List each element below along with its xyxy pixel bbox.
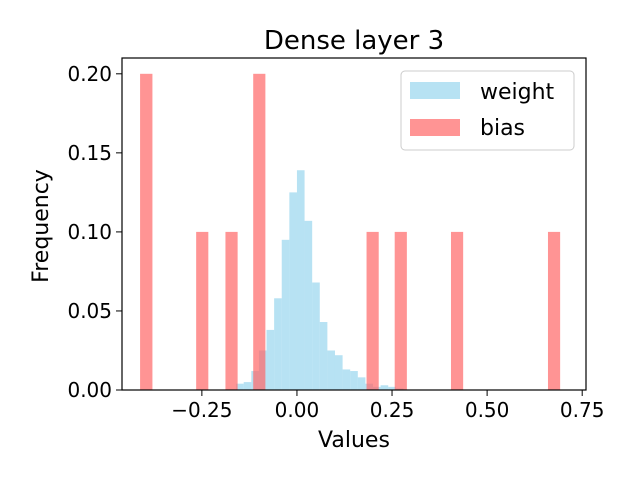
weight-bar-9 [304, 220, 313, 390]
y-tick-label-0: 0.00 [67, 378, 112, 402]
bias-bar-1 [196, 231, 209, 390]
y-tick-label-2: 0.10 [67, 220, 112, 244]
x-axis-ticks: −0.25 0.00 0.25 0.50 0.75 [171, 390, 604, 422]
weight-bar-1 [243, 382, 252, 390]
x-axis-label: Values [318, 428, 390, 453]
bias-bar-2 [225, 231, 238, 390]
weight-bar-19 [380, 385, 389, 390]
weight-bar-20 [388, 386, 396, 390]
y-axis-ticks: 0.00 0.05 0.10 0.15 0.20 [67, 62, 122, 402]
weight-bar-0 [236, 383, 244, 390]
weight-bar-4 [266, 329, 275, 390]
bias-bar-0 [140, 73, 153, 390]
x-tick-label-3: 0.50 [465, 398, 510, 422]
legend-swatch-bias [410, 119, 460, 136]
weight-bar-8 [296, 170, 305, 390]
x-tick-label-0: −0.25 [171, 398, 232, 422]
weight-bar-15 [350, 371, 358, 390]
legend-label-bias: bias [480, 116, 525, 141]
bias-bar-3 [253, 73, 266, 390]
x-tick-label-4: 0.75 [560, 398, 605, 422]
bias-bar-4 [366, 231, 379, 390]
y-tick-label-3: 0.15 [67, 141, 112, 165]
legend-label-weight: weight [480, 80, 555, 105]
bias-bar-7 [547, 231, 561, 390]
y-tick-label-4: 0.20 [67, 62, 112, 86]
bias-bar-5 [394, 231, 407, 390]
x-tick-label-1: 0.00 [275, 398, 320, 422]
weight-bar-5 [274, 298, 282, 390]
y-axis-label: Frequency [29, 169, 54, 283]
weight-bar-11 [319, 322, 328, 390]
weight-bar-16 [357, 377, 366, 390]
weight-bar-10 [312, 282, 320, 390]
legend: weight bias [400, 70, 575, 151]
axes-frame [121, 57, 587, 391]
bias-bar-6 [450, 231, 464, 390]
chart-title: Dense layer 3 [264, 26, 444, 56]
weight-bar-14 [342, 369, 351, 390]
x-tick-label-2: 0.25 [370, 398, 415, 422]
weight-bar-7 [289, 192, 297, 390]
legend-swatch-weight [410, 82, 460, 99]
weight-bar-13 [334, 355, 343, 390]
plot-bars [140, 73, 561, 390]
y-tick-label-1: 0.05 [67, 299, 112, 323]
weight-bar-12 [327, 350, 335, 390]
weight-bar-6 [281, 239, 290, 390]
